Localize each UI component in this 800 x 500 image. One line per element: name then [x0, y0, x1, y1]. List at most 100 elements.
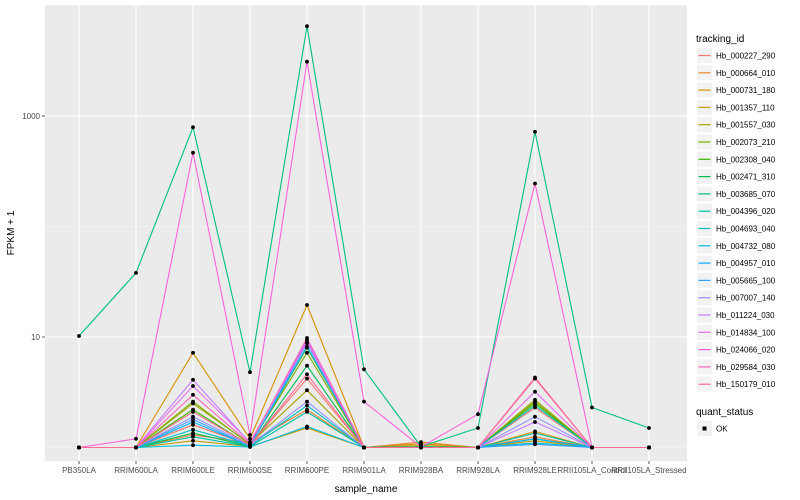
data-point [647, 445, 651, 450]
data-point [77, 334, 81, 338]
data-point [305, 24, 309, 29]
data-point [248, 433, 252, 437]
data-point [134, 271, 138, 275]
x-tick-label: RRIM600PE [285, 466, 329, 475]
data-point [476, 426, 480, 430]
data-points [77, 24, 651, 450]
legend-label: Hb_003685_070 [716, 190, 776, 199]
legend-shape-point [702, 426, 707, 431]
legend-item: Hb_024066_020 [697, 342, 776, 358]
data-point [191, 443, 195, 448]
legend: tracking_id Hb_000227_290 Hb_000664_010 Hb… [696, 34, 776, 436]
legend-item: Hb_007007_140 [697, 290, 776, 306]
data-point [305, 344, 309, 349]
data-point [305, 376, 309, 381]
y-tick-label: 10 [31, 333, 40, 342]
data-point [305, 372, 309, 377]
legend-label: Hb_001357_110 [716, 103, 775, 112]
data-point [191, 420, 195, 424]
x-tick-label: RRIM928LA [456, 466, 500, 475]
data-point [305, 388, 309, 393]
data-point [362, 445, 366, 450]
data-point [191, 414, 195, 419]
data-point [476, 445, 480, 450]
data-point [533, 181, 537, 186]
legend-item: Hb_000227_290 [697, 48, 776, 63]
x-tick-label: RRIM901LA [342, 466, 386, 475]
legend-item: Hb_002471_310 [697, 169, 776, 185]
data-point [533, 431, 537, 435]
legend-item: Hb_014834_100 [697, 324, 776, 340]
legend-item: Hb_000664_010 [697, 65, 776, 81]
legend-label: Hb_024066_020 [716, 346, 776, 355]
y-axis: 10 1000 [22, 112, 45, 342]
legend-item: Hb_001557_030 [697, 117, 776, 133]
data-point [305, 399, 309, 404]
data-point [191, 434, 195, 439]
gridlines [45, 5, 687, 461]
y-tick-label: 1000 [22, 112, 40, 121]
data-point [134, 436, 138, 441]
x-tick-label: RRIM928LE [513, 466, 557, 475]
data-point [533, 414, 537, 419]
data-point [191, 392, 195, 397]
legend-label: Hb_007007_140 [716, 294, 776, 303]
data-point [248, 443, 252, 448]
data-point [305, 403, 309, 408]
legend-label: Hb_150179_010 [716, 380, 776, 389]
data-point [533, 403, 537, 408]
legend-item: Hb_004396_020 [697, 203, 776, 219]
data-point [305, 340, 309, 344]
data-point [533, 389, 537, 394]
data-point [533, 375, 537, 380]
data-point [533, 129, 537, 134]
legend-item: Hb_005665_100 [697, 272, 776, 288]
data-point [305, 350, 309, 355]
data-point [248, 370, 252, 375]
legend-label: Hb_002308_040 [716, 155, 776, 164]
legend-item: Hb_003685_070 [697, 186, 776, 202]
legend-label: Hb_000227_290 [716, 52, 776, 61]
data-point [191, 423, 195, 427]
x-tick-label: RRII105LA_Control [557, 466, 627, 475]
legend-item: Hb_011224_030 [697, 307, 775, 323]
data-point [305, 59, 309, 64]
x-tick-label: RRIM600SE [228, 466, 272, 475]
legend-label: Hb_014834_100 [716, 328, 776, 337]
data-point [533, 436, 537, 441]
data-point [191, 125, 195, 130]
legend-label: Hb_000731_180 [716, 86, 776, 95]
legend-label: Hb_005665_100 [716, 276, 776, 285]
data-point [305, 303, 309, 307]
legend-item: Hb_001357_110 [697, 99, 775, 115]
legend-shape-label: OK [716, 425, 728, 434]
data-point [191, 350, 195, 355]
x-tick-label: RRIM600LA [114, 466, 158, 475]
data-point [533, 420, 537, 424]
legend-label: Hb_011224_030 [716, 311, 775, 320]
data-point [191, 399, 195, 404]
x-axis-title: sample_name [335, 484, 398, 495]
legend-label: Hb_002073_210 [716, 138, 776, 147]
legend-label: Hb_004396_020 [716, 207, 776, 216]
legend-label: Hb_001557_030 [716, 121, 776, 130]
legend-item: Hb_002308_040 [697, 151, 776, 167]
legend-item: Hb_002073_210 [697, 134, 776, 150]
data-point [77, 445, 81, 450]
legend-label: Hb_004693_040 [716, 225, 776, 234]
legend-label: Hb_002471_310 [716, 173, 776, 182]
data-point [134, 445, 138, 450]
data-point [533, 442, 537, 447]
x-tick-label: RRII105LA_Stressed [611, 466, 686, 475]
data-point [419, 445, 423, 450]
legend-label: Hb_000664_010 [716, 69, 776, 78]
data-point [590, 445, 594, 450]
data-point [191, 427, 195, 432]
legend-label: Hb_004957_010 [716, 259, 776, 268]
legend-label: Hb_029584_030 [716, 363, 776, 372]
data-point [647, 426, 651, 430]
data-point [191, 417, 195, 422]
legend-label: Hb_004732_080 [716, 242, 776, 251]
legend-item: Hb_004957_010 [697, 255, 776, 271]
